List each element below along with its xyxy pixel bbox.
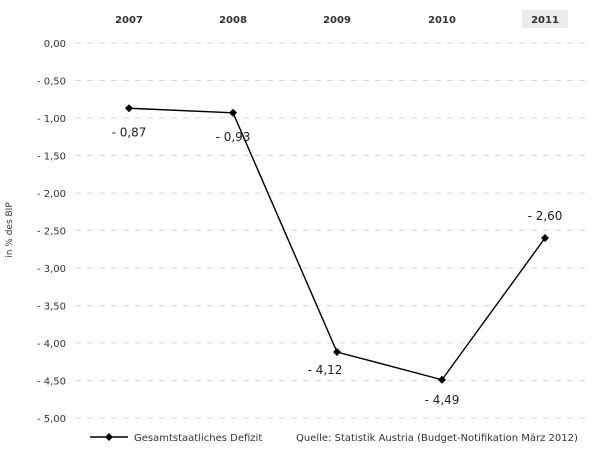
x-category-highlight <box>522 10 568 28</box>
data-point-2011 <box>541 234 549 242</box>
y-axis-ticks: 0,00 - 0,50 - 1,00 - 1,50 - 2,00 - 2,50 - 3,00… <box>37 39 66 425</box>
data-label-2011: - 2,60 <box>528 209 563 223</box>
y-tick-label: - 1,00 <box>37 114 66 125</box>
y-tick-label: - 5,00 <box>37 414 66 425</box>
legend: Gesamtstaatliches Defizit <box>90 433 262 444</box>
y-tick-label: - 4,50 <box>37 377 66 388</box>
x-tick-label-2010: 2010 <box>428 15 456 26</box>
y-tick-label: 0,00 <box>44 39 66 50</box>
x-tick-label-2008: 2008 <box>219 15 247 26</box>
y-tick-label: - 3,50 <box>37 302 66 313</box>
data-point-2008 <box>229 108 237 117</box>
data-label-2010: - 4,49 <box>425 393 460 407</box>
y-tick-label: - 2,50 <box>37 227 66 238</box>
x-tick-highlight-2011 <box>522 10 568 28</box>
data-label-2009: - 4,12 <box>308 363 343 377</box>
x-tick-label-2007: 2007 <box>115 15 143 26</box>
data-label-2008: - 0,93 <box>216 130 251 144</box>
x-tick-label-2011: 2011 <box>531 15 559 26</box>
y-tick-label: - 0,50 <box>37 77 66 88</box>
legend-diamond-marker <box>105 433 113 441</box>
gridlines <box>75 42 585 419</box>
source-note: Quelle: Statistik Austria (Budget-Notifi… <box>296 433 578 444</box>
data-point-2009 <box>333 348 341 356</box>
data-point-2010 <box>438 375 446 384</box>
y-axis-label: in % des BIP <box>5 202 15 258</box>
y-tick-label: - 1,50 <box>37 152 66 163</box>
data-point-2007 <box>125 104 133 113</box>
data-label-2007: - 0,87 <box>112 125 147 139</box>
y-tick-label: - 3,00 <box>37 264 66 275</box>
series-gesamtstaatliches-defizit: - 0,87 - 0,93 - 4,12 - 4,49 - 2,60 <box>112 104 563 407</box>
y-tick-label: - 4,00 <box>37 339 66 350</box>
x-axis-ticks: 2007 2008 2009 2010 2011 <box>115 15 559 26</box>
series-line <box>128 107 546 381</box>
x-tick-label-2009: 2009 <box>323 15 351 26</box>
y-tick-label: - 2,00 <box>37 189 66 200</box>
legend-label: Gesamtstaatliches Defizit <box>134 433 262 444</box>
